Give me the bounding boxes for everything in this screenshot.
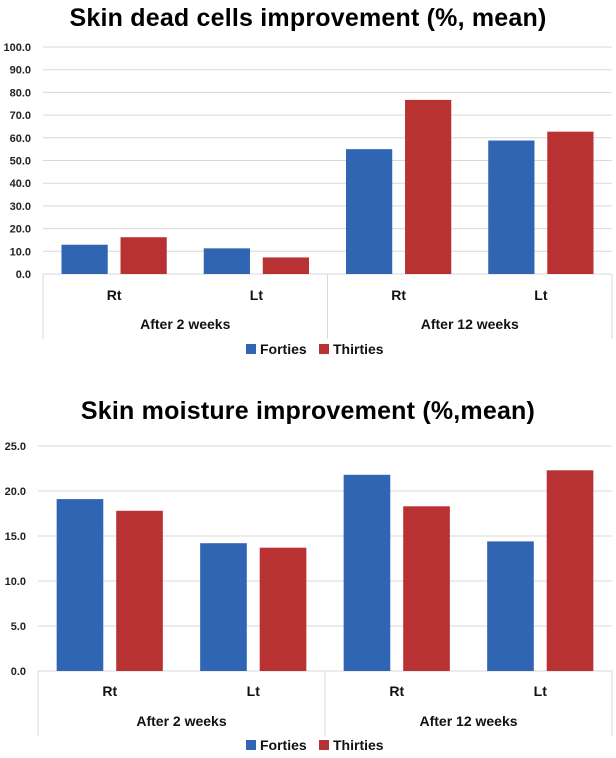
category-label: Lt	[250, 287, 264, 303]
y-tick-label: 60.0	[10, 133, 31, 145]
bar-forties	[61, 244, 108, 274]
bar-forties	[203, 248, 250, 274]
group-label: After 2 weeks	[140, 316, 230, 332]
y-tick-label: 5.0	[11, 621, 26, 633]
legend-swatch-forties	[246, 344, 256, 354]
bar-thirties	[259, 547, 307, 671]
group-label: After 12 weeks	[419, 713, 517, 729]
y-tick-label: 0.0	[11, 666, 26, 678]
group-label: After 12 weeks	[421, 316, 519, 332]
legend-label-thirties: Thirties	[333, 737, 384, 753]
bar-forties	[345, 149, 393, 274]
bar-thirties	[403, 506, 450, 671]
bar-thirties	[546, 470, 594, 671]
category-label: Rt	[102, 683, 117, 699]
y-tick-label: 10.0	[10, 246, 31, 258]
y-tick-label: 10.0	[5, 576, 26, 588]
bar-thirties	[547, 131, 594, 274]
category-label: Lt	[247, 683, 261, 699]
legend-label-forties: Forties	[260, 737, 307, 753]
legend-label-thirties: Thirties	[333, 341, 384, 357]
y-tick-label: 80.0	[10, 87, 31, 99]
bar-forties	[487, 541, 534, 671]
category-label: Rt	[391, 287, 406, 303]
y-tick-label: 20.0	[5, 486, 26, 498]
chart-2-title: Skin moisture improvement (%,mean)	[80, 397, 536, 425]
category-label: Lt	[534, 287, 548, 303]
y-tick-label: 25.0	[5, 441, 26, 453]
y-tick-label: 15.0	[5, 531, 26, 543]
y-tick-label: 30.0	[10, 201, 31, 213]
y-tick-label: 100.0	[3, 42, 31, 54]
bar-forties	[200, 543, 247, 671]
legend-label-forties: Forties	[260, 341, 307, 357]
bar-forties	[488, 140, 535, 274]
legend-swatch-thirties	[319, 344, 329, 354]
y-tick-label: 0.0	[16, 269, 31, 281]
y-tick-label: 90.0	[10, 65, 31, 77]
bar-forties	[343, 474, 391, 671]
chart-1-title: Skin dead cells improvement (%, mean)	[69, 4, 547, 32]
bar-forties	[56, 499, 104, 671]
chart-moisture: 0.0 5.0 10.0 15.0 20.0 25.0 Rt Lt Rt Lt After 2 we…	[5, 441, 613, 753]
legend-swatch-forties	[246, 740, 256, 750]
chart-dead-cells: 0.0 10.0 20.0 30.0 40.0 50.0 60.0 70.0 80.0 90.0 1…	[3, 42, 613, 357]
bar-thirties	[405, 99, 452, 275]
y-tick-label: 40.0	[10, 178, 31, 190]
bar-thirties	[120, 237, 167, 274]
y-tick-label: 70.0	[10, 110, 31, 122]
category-label: Lt	[534, 683, 548, 699]
category-label: Rt	[389, 683, 404, 699]
category-label: Rt	[107, 287, 122, 303]
bar-thirties	[262, 257, 310, 274]
legend-swatch-thirties	[319, 740, 329, 750]
group-label: After 2 weeks	[136, 713, 226, 729]
y-tick-label: 50.0	[10, 156, 31, 168]
bar-thirties	[116, 510, 163, 671]
y-tick-label: 20.0	[10, 224, 31, 236]
